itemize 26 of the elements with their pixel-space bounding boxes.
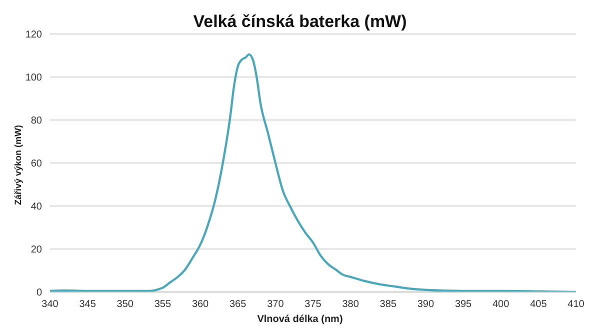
y-tick-label: 20 [30, 244, 42, 256]
y-axis-title: Zářivý výkon (mW) [13, 124, 23, 206]
x-tick-label: 365 [230, 299, 247, 310]
x-tick-label: 340 [42, 299, 59, 310]
y-tick-label: 60 [30, 158, 42, 170]
x-tick-label: 380 [342, 299, 360, 310]
x-tick-label: 405 [530, 299, 548, 310]
y-tick-label: 40 [30, 202, 42, 213]
x-tick-label: 375 [304, 299, 322, 310]
chart-title: Velká čínská baterka (mW) [193, 12, 407, 31]
y-tick-label: 80 [30, 116, 42, 127]
x-tick-label: 390 [417, 299, 434, 310]
x-tick-label: 345 [79, 299, 96, 310]
x-tick-label: 350 [116, 299, 134, 310]
y-tick-label: 120 [25, 30, 42, 41]
y-tick-label: 0 [36, 288, 42, 299]
line-series [50, 53, 576, 292]
x-tick-label: 360 [192, 299, 210, 310]
x-tick-label: 410 [568, 299, 585, 310]
x-tick-label: 355 [154, 299, 172, 310]
x-tick-label: 400 [492, 299, 510, 310]
x-tick-label: 395 [454, 299, 472, 310]
x-tick-label: 370 [267, 299, 284, 310]
x-tick-label: 385 [380, 299, 397, 310]
x-axis-title: Vlnová délka (nm) [256, 314, 344, 325]
y-tick-label: 100 [25, 72, 42, 84]
